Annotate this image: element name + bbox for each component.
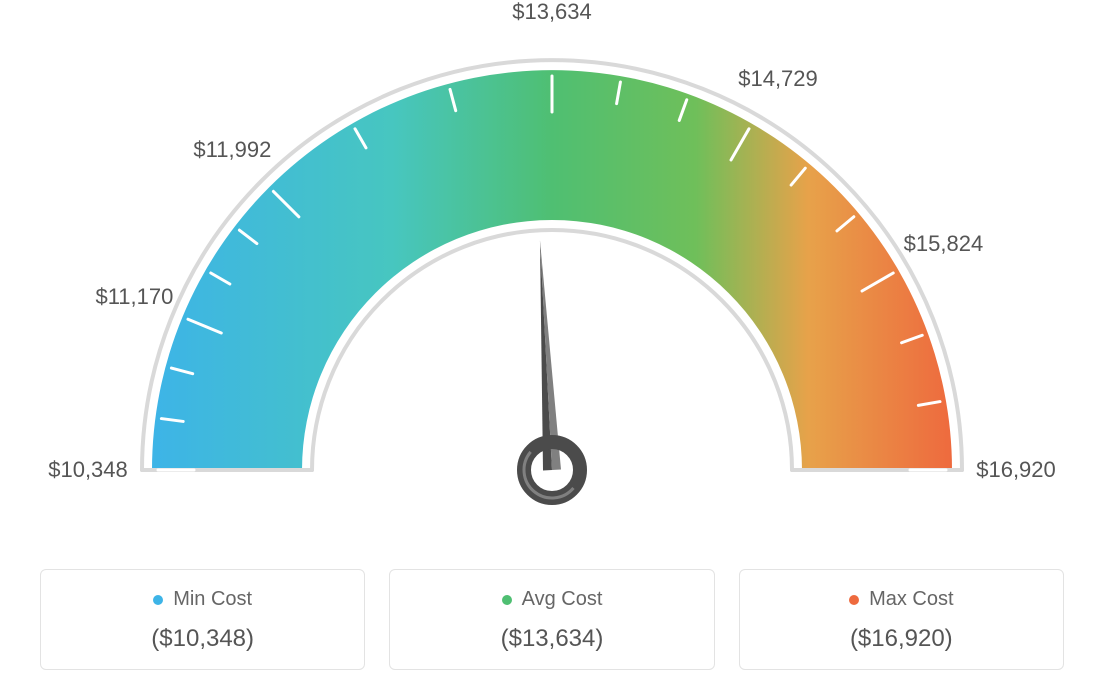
legend-dot-avg: [502, 595, 512, 605]
legend-label-max: Max Cost: [869, 588, 953, 611]
legend-dot-max: [849, 595, 859, 605]
legend-title-avg: Avg Cost: [502, 588, 603, 611]
gauge-tick-label: $15,824: [904, 231, 984, 257]
gauge-tick-label: $11,992: [193, 137, 271, 163]
gauge-tick-label: $14,729: [738, 66, 818, 92]
legend-label-min: Min Cost: [173, 588, 252, 611]
gauge-tick-label: $13,634: [512, 0, 592, 25]
legend-card-min: Min Cost ($10,348): [40, 569, 365, 670]
gauge-tick-label: $10,348: [48, 457, 128, 483]
legend-value-avg: ($13,634): [400, 625, 703, 653]
gauge-svg: [0, 0, 1104, 540]
gauge-tick-label: $11,170: [95, 284, 173, 310]
gauge-chart: $10,348 $11,170 $11,992 $13,634 $14,729 $15,8…: [0, 0, 1104, 540]
gauge-tick-label: $16,920: [976, 457, 1056, 483]
legend-card-max: Max Cost ($16,920): [739, 569, 1064, 670]
legend-card-avg: Avg Cost ($13,634): [389, 569, 714, 670]
legend-title-min: Min Cost: [153, 588, 252, 611]
legend-dot-min: [153, 595, 163, 605]
legend-value-max: ($16,920): [750, 625, 1053, 653]
legend-label-avg: Avg Cost: [522, 588, 603, 611]
legend-value-min: ($10,348): [51, 625, 354, 653]
cost-gauge-widget: $10,348 $11,170 $11,992 $13,634 $14,729 $15,8…: [0, 0, 1104, 690]
legend-title-max: Max Cost: [849, 588, 953, 611]
legend-row: Min Cost ($10,348) Avg Cost ($13,634) Ma…: [0, 569, 1104, 670]
